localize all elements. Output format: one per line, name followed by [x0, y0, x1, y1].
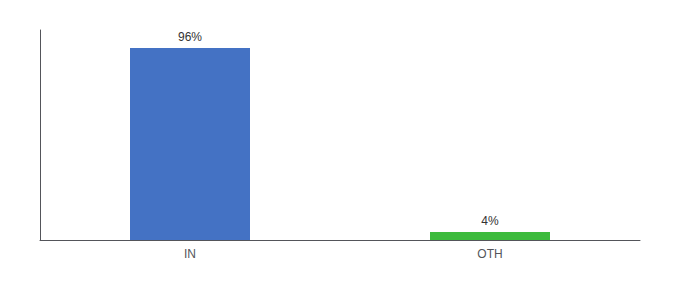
svg-text:OTH: OTH [477, 247, 502, 261]
svg-text:IN: IN [184, 247, 196, 261]
svg-text:96%: 96% [178, 30, 202, 44]
svg-text:4%: 4% [481, 214, 499, 228]
